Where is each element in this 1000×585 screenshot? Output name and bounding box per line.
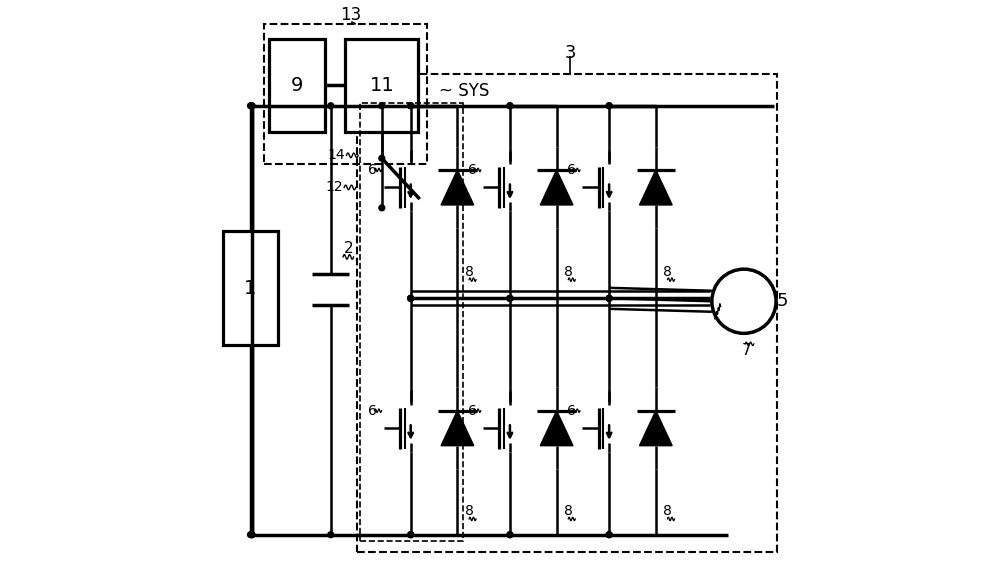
Circle shape [507,532,513,538]
Text: 8: 8 [465,265,474,279]
Circle shape [328,103,334,109]
FancyBboxPatch shape [223,231,278,345]
Circle shape [249,532,255,538]
FancyBboxPatch shape [269,39,325,132]
Text: 6: 6 [468,404,476,418]
Polygon shape [540,170,573,205]
Polygon shape [639,411,672,446]
Text: 9: 9 [291,76,303,95]
Circle shape [379,156,385,161]
Circle shape [408,295,414,301]
Text: 2: 2 [344,241,353,256]
Text: ~ SYS: ~ SYS [439,82,489,100]
Circle shape [379,103,385,109]
Polygon shape [639,170,672,205]
Circle shape [248,103,253,109]
Circle shape [408,295,414,301]
Text: 3: 3 [564,44,576,62]
Circle shape [408,532,414,538]
Text: 6: 6 [567,404,576,418]
FancyBboxPatch shape [345,39,418,132]
Circle shape [408,532,414,538]
Circle shape [606,295,612,301]
Circle shape [249,103,255,109]
Circle shape [507,532,513,538]
Circle shape [249,532,255,538]
Text: 8: 8 [465,504,474,518]
Text: 8: 8 [663,265,672,279]
Circle shape [408,295,414,301]
Circle shape [606,532,612,538]
Circle shape [606,295,612,301]
Circle shape [379,205,385,211]
Text: 8: 8 [663,504,672,518]
Text: 6: 6 [567,163,576,177]
Circle shape [507,295,513,301]
Circle shape [328,532,334,538]
Text: 14: 14 [328,149,345,163]
Circle shape [249,103,255,109]
Circle shape [507,295,513,301]
Circle shape [507,103,513,109]
Text: 13: 13 [341,6,362,25]
Polygon shape [441,411,474,446]
Circle shape [606,295,612,301]
Text: 6: 6 [368,163,377,177]
Text: 1: 1 [244,278,257,298]
Text: 6: 6 [468,163,476,177]
Text: 7: 7 [742,343,752,359]
Circle shape [408,103,414,109]
Text: 6: 6 [368,404,377,418]
Circle shape [507,295,513,301]
Circle shape [606,103,612,109]
Text: 12: 12 [325,180,343,194]
Circle shape [507,103,513,109]
Text: 8: 8 [564,504,573,518]
Circle shape [606,532,612,538]
Circle shape [248,532,253,538]
Text: 5: 5 [776,292,788,310]
Text: 11: 11 [369,76,394,95]
Polygon shape [540,411,573,446]
Circle shape [606,103,612,109]
Circle shape [408,103,414,109]
Text: 8: 8 [564,265,573,279]
Polygon shape [441,170,474,205]
